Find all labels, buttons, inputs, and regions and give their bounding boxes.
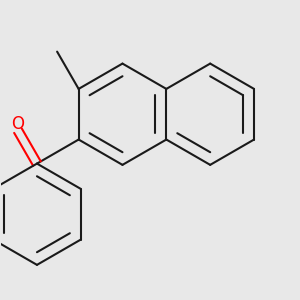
Text: O: O [11,115,25,133]
